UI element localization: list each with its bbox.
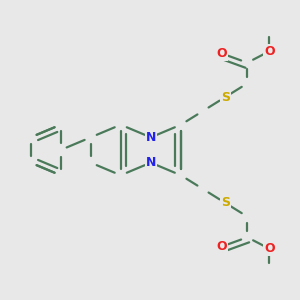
Text: O: O (217, 240, 227, 253)
Text: N: N (146, 131, 156, 144)
Text: O: O (217, 47, 227, 60)
Text: O: O (264, 242, 275, 255)
Text: O: O (264, 45, 275, 58)
Text: S: S (220, 196, 230, 209)
Text: N: N (146, 156, 156, 169)
Text: S: S (220, 91, 230, 104)
